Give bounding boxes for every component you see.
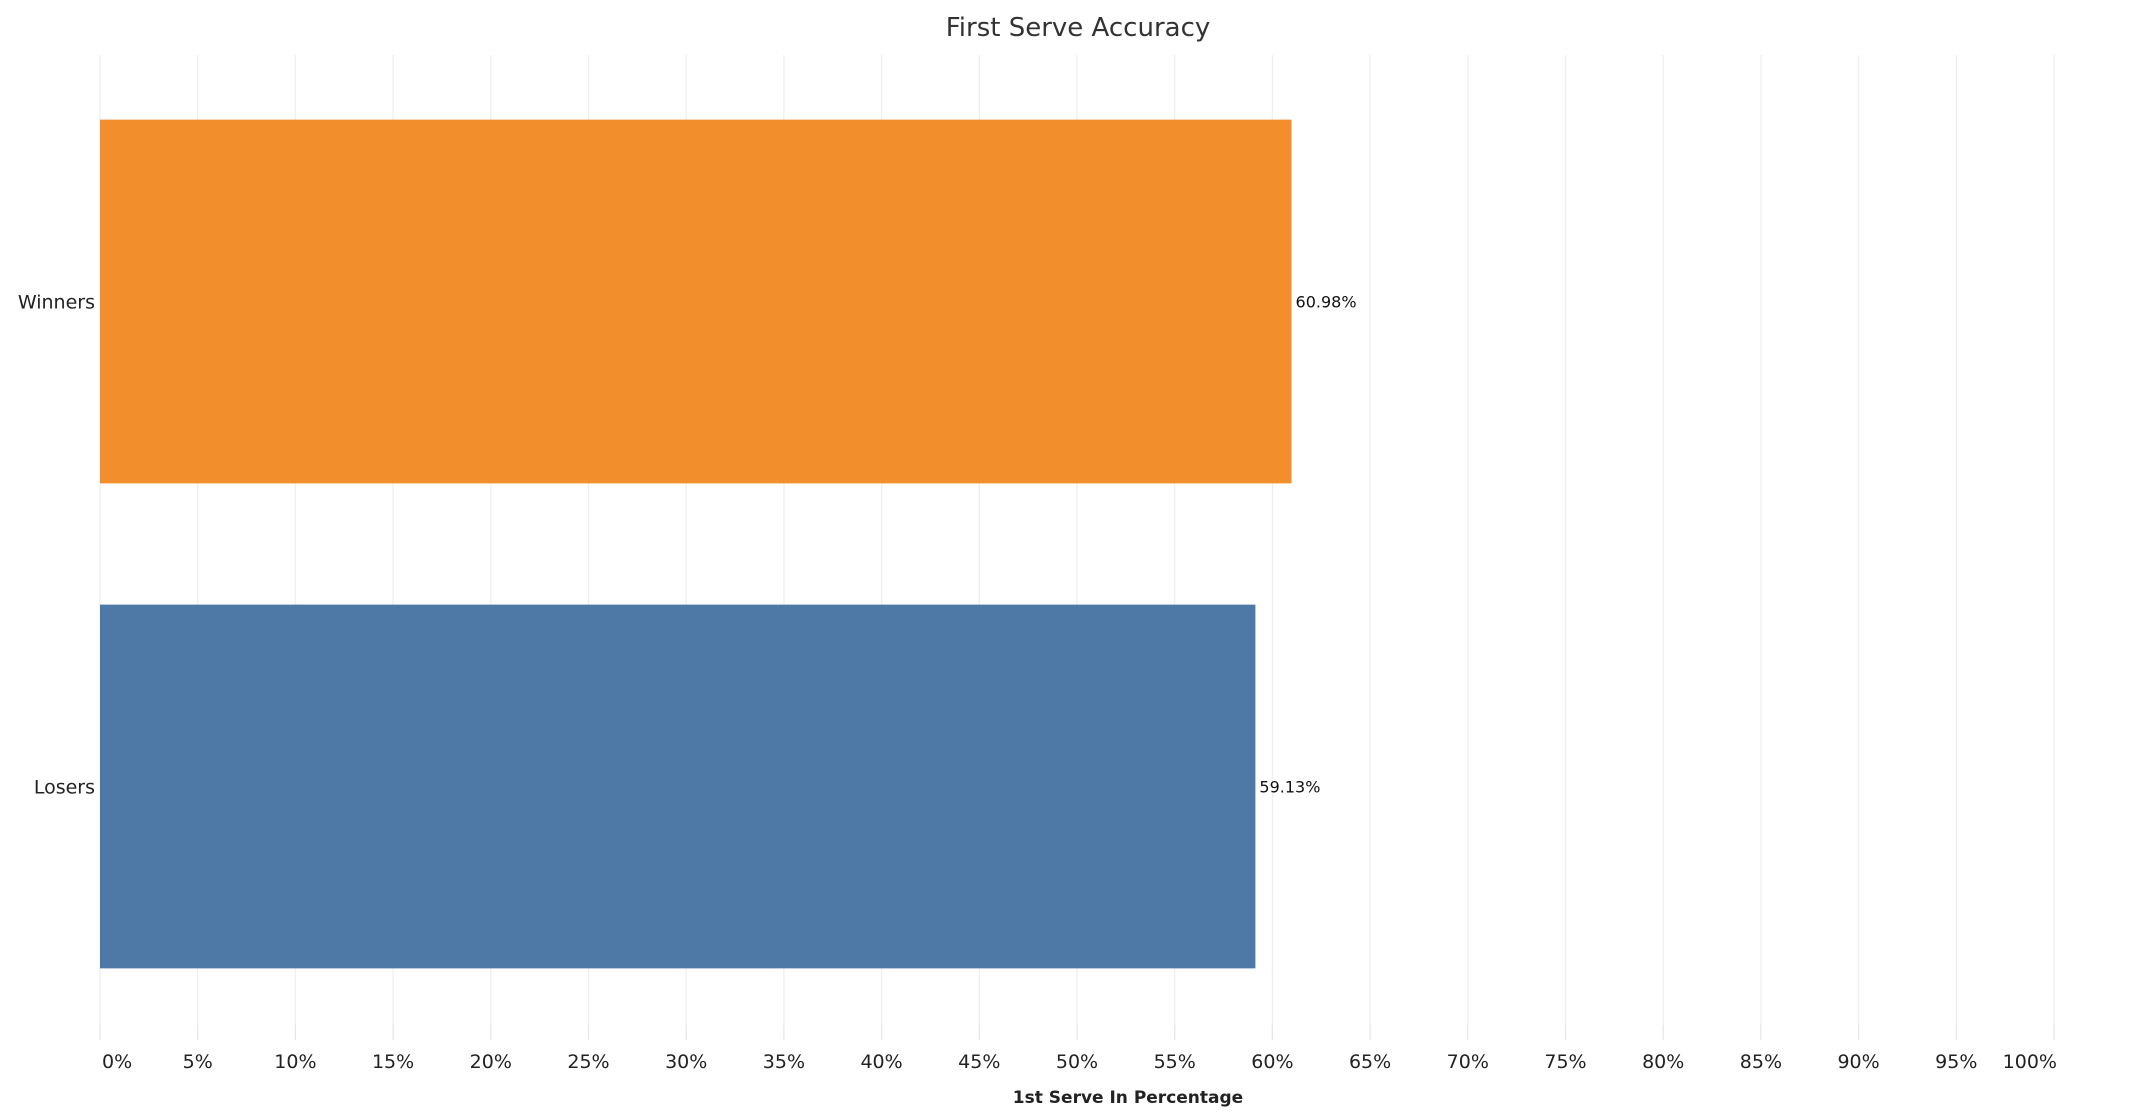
category-label: Winners — [18, 292, 95, 314]
bar-losers — [100, 604, 1256, 969]
x-tick-label: 50% — [1056, 1051, 1098, 1073]
x-tick-label: 60% — [1251, 1051, 1293, 1073]
data-label: 60.98% — [1296, 293, 1357, 312]
category-label: Losers — [34, 777, 95, 799]
x-tick-label: 80% — [1642, 1051, 1684, 1073]
x-axis-title: 1st Serve In Percentage — [1013, 1088, 1243, 1108]
x-tick-label: 70% — [1447, 1051, 1489, 1073]
x-tick-label: 85% — [1740, 1051, 1782, 1073]
x-tick-label: 65% — [1349, 1051, 1391, 1073]
x-tick-label: 100% — [2003, 1051, 2057, 1073]
x-tick-label: 15% — [372, 1051, 414, 1073]
x-tick-label: 55% — [1154, 1051, 1196, 1073]
x-tick-label: 45% — [958, 1051, 1000, 1073]
bar-winners — [100, 119, 1292, 484]
x-tick-label: 0% — [102, 1051, 132, 1073]
x-tick-label: 75% — [1544, 1051, 1586, 1073]
x-tick-label: 35% — [763, 1051, 805, 1073]
chart-title: First Serve Accuracy — [946, 13, 1211, 43]
x-tick-label: 10% — [274, 1051, 316, 1073]
x-tick-label: 25% — [567, 1051, 609, 1073]
x-tick-label: 20% — [470, 1051, 512, 1073]
x-tick-label: 95% — [1935, 1051, 1977, 1073]
labels: 0% 5% 10% 15% 20% 25% 30% 35% 40% 45% 50% 55% 60% 65%… — [18, 292, 2057, 1074]
x-tick-label: 5% — [183, 1051, 213, 1073]
x-tick-label: 30% — [665, 1051, 707, 1073]
x-tick-label: 40% — [860, 1051, 902, 1073]
x-tick-label: 90% — [1837, 1051, 1879, 1073]
bars — [100, 119, 1292, 969]
data-label: 59.13% — [1259, 778, 1320, 797]
